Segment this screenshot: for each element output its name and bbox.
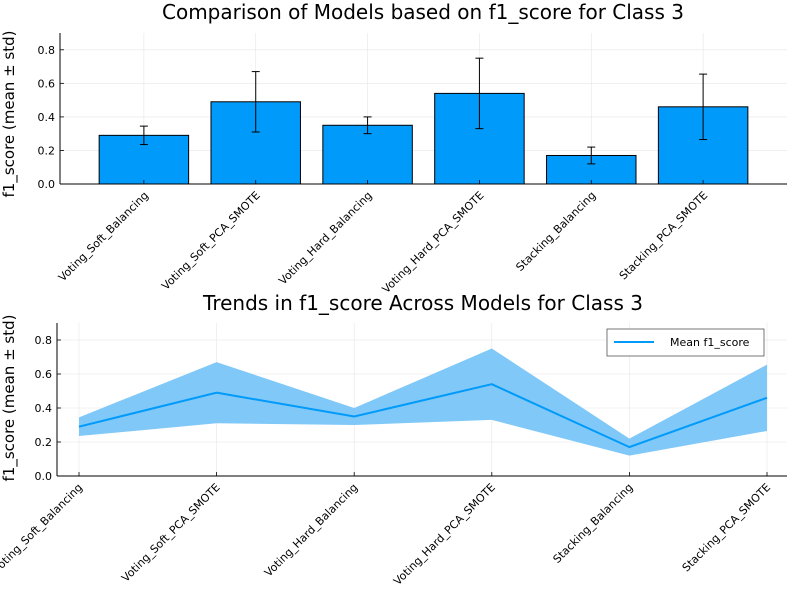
x-tick-label: Voting_Hard_Balancing [262, 481, 360, 579]
x-tick-label: Voting_Soft_PCA_SMOTE [119, 481, 223, 585]
line-chart-series [78, 383, 768, 449]
bar-chart-bars [98, 92, 749, 185]
x-tick-label: Voting_Hard_PCA_SMOTE [391, 481, 498, 588]
y-tick-label: 0.4 [35, 402, 53, 415]
y-tick-label: 0.6 [38, 77, 56, 90]
line-chart-axes [56, 323, 787, 477]
bar-chart-x-ticks: Voting_Soft_Balancing Voting_Soft_PCA_SMO… [56, 180, 710, 296]
x-tick-label: Stacking_Balancing [513, 189, 598, 274]
x-tick-label: Voting_Soft_Balancing [0, 481, 85, 576]
line-chart-y-ticks: 0.0 0.2 0.4 0.6 0.8 [35, 334, 61, 483]
bar [322, 124, 413, 185]
y-tick-label: 0.4 [38, 111, 56, 124]
bar-chart-panel: Comparison of Models based on f1_score f… [0, 0, 787, 296]
bar-chart-y-ticks: 0.0 0.2 0.4 0.6 0.8 [38, 44, 64, 191]
x-tick-label: Voting_Hard_Balancing [276, 189, 374, 287]
y-tick-label: 0.2 [38, 144, 56, 157]
x-tick-label: Stacking_PCA_SMOTE [617, 189, 710, 282]
line-chart-title: Trends in f1_score Across Models for Cla… [202, 291, 643, 315]
line-chart-ylabel: f1_score (mean ± std) [0, 315, 19, 482]
y-tick-label: 0.6 [35, 368, 53, 381]
x-tick-label: Stacking_Balancing [551, 481, 636, 566]
bar-chart-ylabel: f1_score (mean ± std) [0, 31, 19, 198]
x-tick-label: Voting_Hard_PCA_SMOTE [380, 189, 487, 296]
y-tick-label: 0.0 [38, 178, 56, 191]
line-chart-x-ticks: Voting_Soft_Balancing Voting_Soft_PCA_SMO… [0, 472, 773, 588]
line-chart-std-band [79, 348, 767, 456]
line-chart-legend: Mean f1_score [606, 328, 765, 357]
legend-label: Mean f1_score [670, 336, 750, 349]
std-band [79, 348, 767, 456]
bar-chart-error-bars [139, 57, 708, 165]
x-tick-label: Voting_Soft_PCA_SMOTE [159, 189, 263, 293]
x-tick-label: Stacking_PCA_SMOTE [680, 481, 773, 574]
bar-chart-axes [59, 33, 787, 185]
bar-chart-title: Comparison of Models based on f1_score f… [162, 0, 684, 24]
y-tick-label: 0.2 [35, 436, 53, 449]
y-tick-label: 0.8 [35, 334, 53, 347]
y-tick-label: 0.8 [38, 44, 56, 57]
x-tick-label: Voting_Soft_Balancing [56, 189, 151, 284]
line-chart-panel: Trends in f1_score Across Models for Cla… [0, 291, 787, 588]
series-line-mean-f1 [78, 383, 768, 449]
y-tick-label: 0.0 [35, 470, 53, 483]
